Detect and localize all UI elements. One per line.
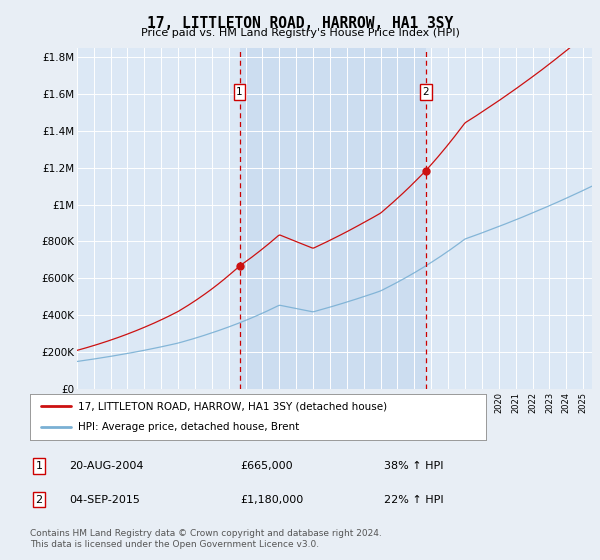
Bar — [239, 48, 425, 389]
Text: 17, LITTLETON ROAD, HARROW, HA1 3SY (detached house): 17, LITTLETON ROAD, HARROW, HA1 3SY (det… — [78, 401, 387, 411]
Text: 2: 2 — [35, 494, 43, 505]
Text: Contains HM Land Registry data © Crown copyright and database right 2024.
This d: Contains HM Land Registry data © Crown c… — [30, 529, 382, 549]
Text: 17, LITTLETON ROAD, HARROW, HA1 3SY: 17, LITTLETON ROAD, HARROW, HA1 3SY — [147, 16, 453, 31]
Text: HPI: Average price, detached house, Brent: HPI: Average price, detached house, Bren… — [78, 422, 299, 432]
Text: 38% ↑ HPI: 38% ↑ HPI — [384, 461, 443, 471]
Text: 22% ↑ HPI: 22% ↑ HPI — [384, 494, 443, 505]
Text: 20-AUG-2004: 20-AUG-2004 — [69, 461, 143, 471]
Text: £665,000: £665,000 — [240, 461, 293, 471]
Text: 04-SEP-2015: 04-SEP-2015 — [69, 494, 140, 505]
Text: 1: 1 — [35, 461, 43, 471]
Text: 2: 2 — [422, 87, 429, 97]
Text: £1,180,000: £1,180,000 — [240, 494, 303, 505]
Text: 1: 1 — [236, 87, 243, 97]
Text: Price paid vs. HM Land Registry's House Price Index (HPI): Price paid vs. HM Land Registry's House … — [140, 28, 460, 38]
